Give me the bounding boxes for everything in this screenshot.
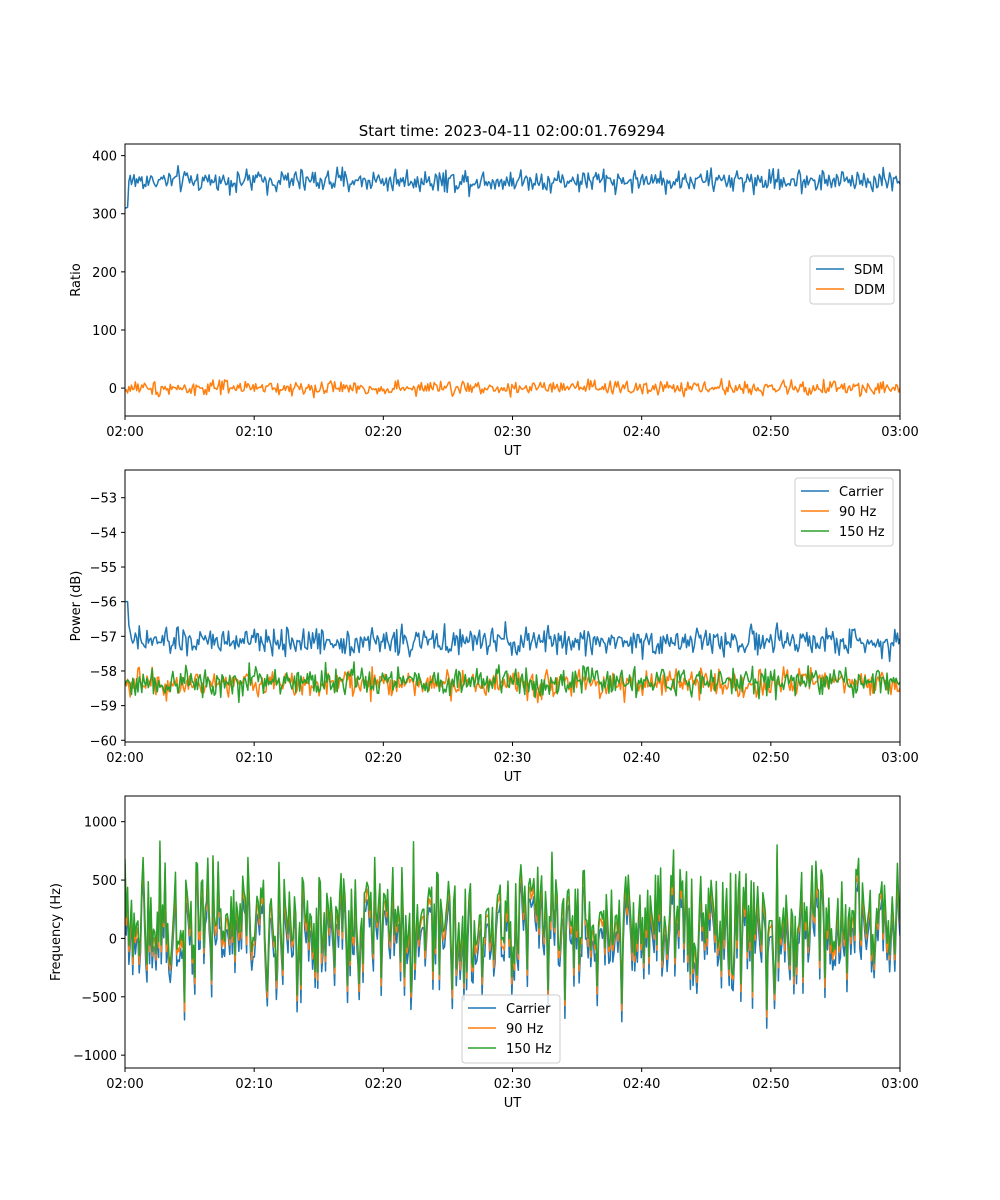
x-tick-label: 02:30 [494, 751, 531, 766]
series-line-90-hz [125, 666, 900, 704]
legend-entry: 150 Hz [839, 525, 885, 540]
x-tick-label: 02:30 [494, 1077, 531, 1092]
y-tick-label: −1000 [73, 1049, 117, 1064]
x-tick-label: 02:10 [235, 1077, 272, 1092]
y-tick-label: −58 [90, 665, 117, 680]
panel-3: 02:00 02:10 02:20 02:30 02:40 02:50 03:00 −1000… [49, 795, 919, 1111]
y-tick-label: 400 [92, 150, 117, 165]
legend-entry: 90 Hz [506, 1022, 543, 1037]
x-tick-label: 02:00 [106, 1077, 143, 1092]
series-line-150-hz [125, 840, 900, 1011]
series-line-carrier [125, 600, 900, 663]
x-tick-label: 02:50 [752, 751, 789, 766]
panel-1: 02:00 02:10 02:20 02:30 02:40 02:50 03:00 0 100 2… [69, 143, 919, 459]
y-tick-label: −500 [81, 991, 117, 1006]
y-tick-label: −54 [90, 526, 117, 541]
x-tick-label: 03:00 [881, 425, 918, 440]
y-tick-label: 100 [92, 324, 117, 339]
legend: Carrier 90 Hz 150 Hz [794, 477, 894, 547]
y-tick-label: −56 [90, 596, 117, 611]
x-tick-label: 02:40 [623, 425, 660, 440]
legend-entry: Carrier [506, 1002, 551, 1017]
x-tick-label: 02:50 [752, 1077, 789, 1092]
legend-entry: 90 Hz [839, 505, 876, 520]
x-axis-label: UT [504, 770, 522, 785]
y-tick-label: −55 [90, 561, 117, 576]
x-tick-label: 02:00 [106, 751, 143, 766]
y-tick-label: −57 [90, 630, 117, 645]
legend-entry: 150 Hz [506, 1042, 552, 1057]
x-axis-label: UT [504, 1096, 522, 1111]
x-tick-label: 03:00 [881, 751, 918, 766]
x-tick-label: 02:50 [752, 425, 789, 440]
y-tick-label: 200 [92, 266, 117, 281]
panels: 02:00 02:10 02:20 02:30 02:40 02:50 03:00 0 100 2… [49, 143, 919, 1111]
x-tick-label: 02:10 [235, 425, 272, 440]
x-axis-label: UT [504, 444, 522, 459]
legend-frame [461, 994, 561, 1064]
y-tick-label: 300 [92, 208, 117, 223]
legend-frame [794, 477, 894, 547]
plot-area [125, 840, 900, 1029]
x-tick-label: 02:20 [365, 1077, 402, 1092]
x-tick-label: 02:00 [106, 425, 143, 440]
y-tick-label: 500 [92, 874, 117, 889]
x-tick-label: 02:10 [235, 751, 272, 766]
plot-area [125, 165, 900, 399]
y-tick-label: −53 [90, 492, 117, 507]
legend: SDM DDM [809, 255, 895, 305]
series-line-ddm [125, 377, 900, 399]
x-tick-label: 02:30 [494, 425, 531, 440]
plot-area [125, 600, 900, 704]
y-tick-label: 0 [109, 382, 117, 397]
legend: Carrier 90 Hz 150 Hz [461, 994, 561, 1064]
y-tick-label: −60 [90, 734, 117, 749]
y-tick-label: 0 [109, 932, 117, 947]
y-tick-label: 1000 [84, 816, 117, 831]
chart-title: Start time: 2023-04-11 02:00:01.769294 [359, 122, 665, 140]
y-axis-label: Frequency (Hz) [49, 883, 64, 981]
x-tick-label: 02:40 [623, 1077, 660, 1092]
x-tick-label: 03:00 [881, 1077, 918, 1092]
x-tick-label: 02:20 [365, 751, 402, 766]
legend-entry: Carrier [839, 485, 884, 500]
legend-entry: DDM [854, 283, 885, 298]
y-axis-label: Ratio [69, 263, 84, 296]
series-line-sdm [125, 165, 900, 209]
panel-2: 02:00 02:10 02:20 02:30 02:40 02:50 03:00 −60 −5… [69, 469, 919, 785]
axes-frame [124, 469, 901, 743]
x-tick-label: 02:40 [623, 751, 660, 766]
legend-entry: SDM [854, 263, 883, 278]
series-line-150-hz [125, 661, 900, 704]
y-axis-label: Power (dB) [69, 571, 84, 642]
legend-frame [809, 255, 895, 305]
y-tick-label: −59 [90, 700, 117, 715]
x-tick-label: 02:20 [365, 425, 402, 440]
